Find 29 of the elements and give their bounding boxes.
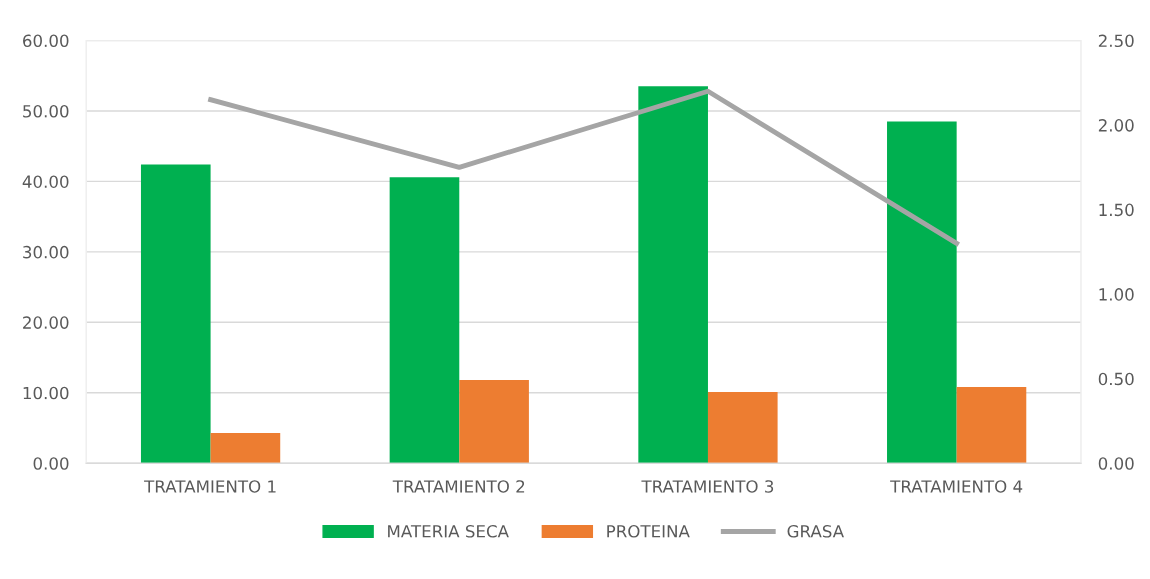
x-tick-label: TRATAMIENTO 3 [641,480,774,493]
line-series [208,88,960,246]
bar [638,86,708,464]
y-tick-label: 60.00 [23,34,69,48]
bar [389,177,460,464]
legend-label: GRASA [787,524,844,538]
x-tick-label: TRATAMIENTO 4 [890,480,1023,493]
bar [707,392,778,464]
bar [887,121,957,464]
x-tick-label: TRATAMIENTO 2 [392,480,525,493]
y-tick-label: 10.00 [23,386,69,400]
legend-label: MATERIA SECA [388,524,509,538]
x-tick-label: TRATAMIENTO 1 [144,480,276,493]
y2-tick-label: 1.00 [1099,288,1134,301]
legend-label: PROTEINA [607,524,690,538]
bar [140,164,211,464]
bar [210,432,281,464]
y-tick-label: 0.00 [33,457,69,470]
bar [459,380,529,464]
y-tick-label: 40.00 [22,175,69,188]
y2-tick-label: 2.00 [1098,119,1134,132]
y2-tick-label: 2.50 [1098,34,1134,48]
y-tick-label: 30.00 [23,245,69,259]
y-tick-label: 50.00 [23,104,69,118]
y2-tick-label: 0.50 [1098,372,1134,386]
y2-tick-label: 0.00 [1098,457,1134,470]
y-tick-label: 20.00 [23,316,69,329]
bar [956,387,1027,464]
y2-tick-label: 1.50 [1099,203,1134,217]
